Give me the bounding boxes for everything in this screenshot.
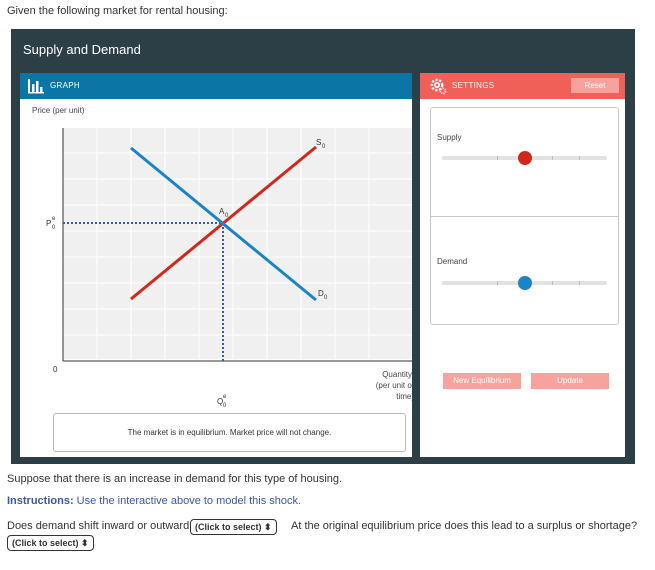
instructions: Instructions: Use the interactive above … — [7, 495, 301, 507]
x-axis-label-2: (per unit of — [376, 381, 412, 390]
quantity-label: Q — [217, 397, 223, 406]
supply-slider-tick — [552, 156, 553, 160]
quantity-label-sub: 0 — [223, 403, 227, 409]
instructions-text: Use the interactive above to model this … — [73, 495, 302, 507]
scenario-text: Suppose that there is an increase in dem… — [7, 473, 343, 485]
graph-header-label: GRAPH — [50, 81, 80, 90]
question-shift: Does demand shift inward or outward? — [7, 520, 196, 532]
price-label-sup: e — [52, 216, 56, 222]
origin-label: 0 — [53, 365, 58, 374]
supply-demand-graph: Price (per unit) — [32, 106, 412, 409]
slider-card: Supply Demand — [430, 107, 619, 325]
demand-label: D — [318, 289, 324, 298]
supply-slider-tick — [579, 156, 580, 160]
supply-slider-tick — [497, 156, 498, 160]
plot-area — [63, 128, 412, 359]
demand-slider-label: Demand — [437, 257, 468, 266]
settings-box: SETTINGS Reset Supply Demand New Equilib… — [420, 73, 625, 457]
equilibrium-label-sub: 0 — [225, 213, 229, 219]
demand-slider-tick — [579, 281, 580, 285]
settings-header-label: SETTINGS — [452, 81, 495, 90]
surplus-select[interactable]: (Click to select) ⬍ — [7, 535, 94, 551]
update-button[interactable]: Update — [531, 373, 609, 389]
slider-divider — [431, 216, 618, 217]
status-box: The market is in equilibrium. Market pri… — [53, 413, 406, 452]
settings-header: SETTINGS Reset — [420, 73, 625, 99]
supply-slider[interactable] — [442, 151, 607, 165]
intro-text: Given the following market for rental ho… — [7, 5, 228, 17]
supply-slider-handle[interactable] — [517, 151, 532, 165]
demand-label-sub: 0 — [324, 295, 328, 301]
price-label: P — [46, 219, 51, 228]
x-axis-label-1: Quantity — [382, 370, 412, 379]
gridlines — [63, 128, 412, 359]
gear-icon — [430, 78, 447, 95]
supply-label: S — [316, 138, 321, 147]
demand-slider-tick — [552, 281, 553, 285]
graph-header: GRAPH — [20, 73, 412, 99]
bar-chart-icon — [28, 79, 44, 94]
new-equilibrium-button[interactable]: New Equilibrium — [443, 373, 521, 389]
reset-button[interactable]: Reset — [571, 78, 619, 93]
quantity-label-sup: e — [223, 394, 227, 400]
demand-slider-tick — [497, 281, 498, 285]
x-axis-label-3: time) — [396, 392, 412, 401]
supply-demand-panel: Supply and Demand GRAPH Price (per unit) — [11, 29, 635, 464]
graph-box: GRAPH Price (per unit) — [20, 73, 412, 457]
equilibrium-label: A — [219, 207, 225, 216]
demand-slider-handle[interactable] — [517, 276, 532, 290]
price-label-sub: 0 — [52, 225, 56, 231]
supply-label-sub: 0 — [322, 144, 326, 150]
y-axis-label: Price (per unit) — [32, 106, 85, 115]
question-surplus: At the original equilibrium price does t… — [291, 520, 638, 532]
instructions-prefix: Instructions: — [7, 495, 74, 507]
panel-title: Supply and Demand — [23, 42, 141, 57]
demand-slider[interactable] — [442, 276, 607, 290]
shift-select[interactable]: (Click to select) ⬍ — [190, 519, 277, 535]
status-text: The market is in equilibrium. Market pri… — [127, 428, 332, 437]
supply-slider-label: Supply — [437, 133, 462, 142]
demand-curve[interactable] — [130, 146, 317, 302]
